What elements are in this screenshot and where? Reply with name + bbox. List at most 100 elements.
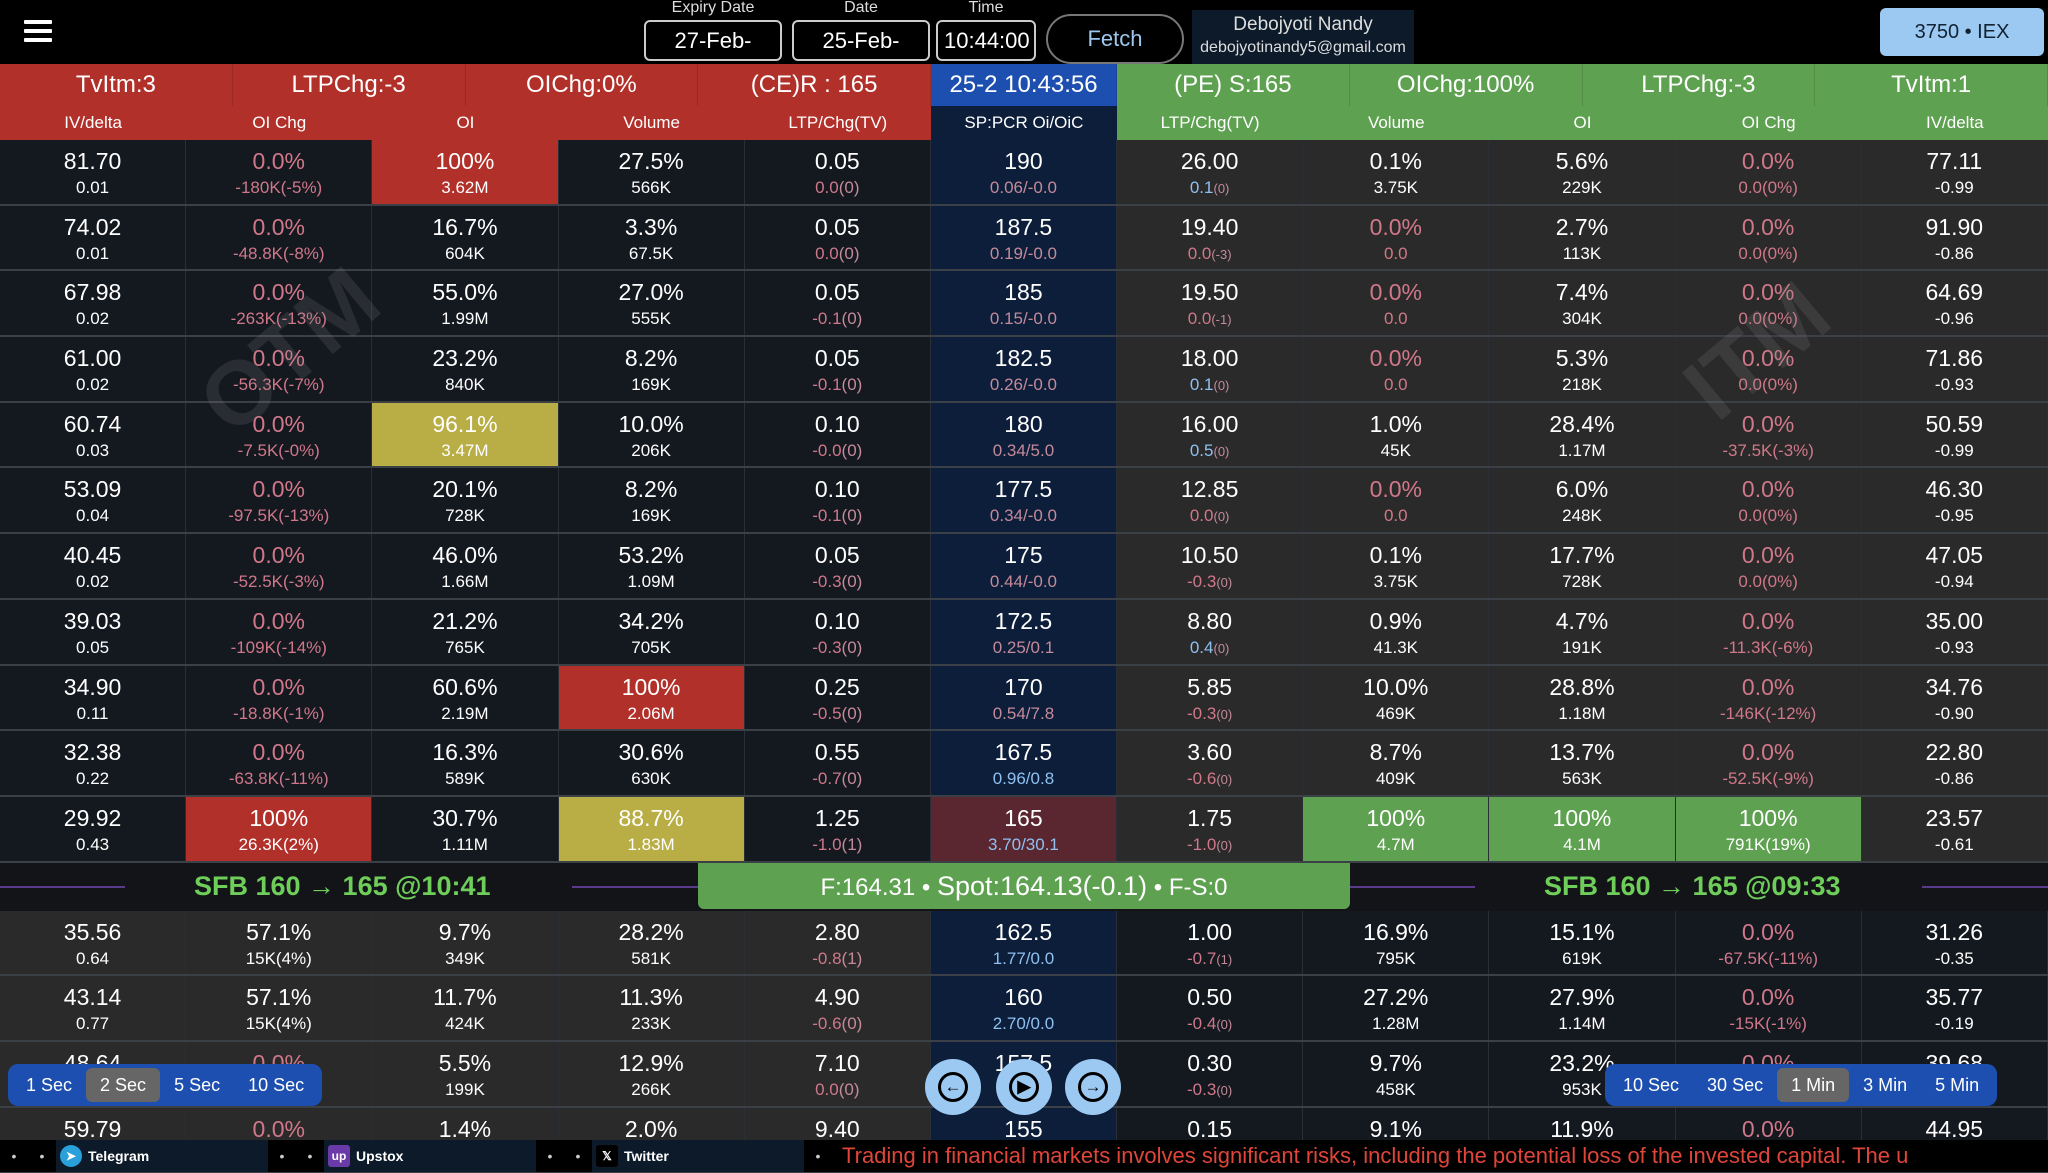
pe-volume-cell[interactable]: 0.0% 0.0 (1303, 205, 1490, 270)
interval-10-sec[interactable]: 10 Sec (1623, 1075, 1680, 1095)
pe-oi-chg-cell[interactable]: 100% 791K(19%) (1675, 796, 1862, 861)
pe-iv-delta-cell[interactable]: 46.30 -0.95 (1861, 468, 2048, 533)
pe-volume-cell[interactable]: 1.0% 45K (1303, 402, 1490, 467)
strike-cell[interactable]: 175 0.44/-0.0 (930, 534, 1118, 598)
ce-volume-cell[interactable]: 88.7% 1.83M (558, 796, 745, 861)
ce-volume-cell[interactable]: 8.2% 169K (558, 468, 745, 533)
pe-volume-cell[interactable]: 100% 4.7M (1303, 796, 1490, 861)
ce-ltp-cell[interactable]: 2.80 -0.8(1) (744, 910, 931, 975)
strike-cell[interactable]: 185 0.15/-0.0 (930, 271, 1118, 336)
ce-volume-cell[interactable]: 8.2% 169K (558, 337, 745, 401)
pe-oi-chg-cell[interactable]: 0.0% 0.0(0%) (1675, 337, 1862, 401)
ce-ltp-cell[interactable]: 7.10 0.0(0) (744, 1041, 931, 1106)
pe-iv-delta-cell[interactable]: 47.05 -0.94 (1861, 534, 2048, 598)
ce-oi-chg-cell[interactable]: 0.0% -109K(-14%) (186, 599, 373, 664)
ce-oi-cell[interactable]: 21.2% 765K (372, 599, 559, 664)
ce-volume-cell[interactable]: 12.9% 266K (558, 1041, 745, 1106)
strike-cell[interactable]: 182.5 0.26/-0.0 (930, 337, 1118, 401)
interval-30-sec[interactable]: 30 Sec (1707, 1075, 1764, 1095)
pe-ltp-cell[interactable]: 1.75 -1.0(0) (1117, 796, 1304, 861)
pe-volume-cell[interactable]: 0.1% 3.75K (1303, 534, 1490, 598)
ce-oi-cell[interactable]: 96.1% 3.47M (372, 402, 559, 467)
ce-iv-delta-cell[interactable]: 34.90 0.11 (0, 665, 187, 730)
ce-volume-cell[interactable]: 11.3% 233K (558, 976, 745, 1040)
hamburger-menu-icon[interactable] (24, 20, 52, 42)
pe-oi-chg-cell[interactable]: 0.0% -67.5K(-11%) (1675, 910, 1862, 975)
interval-1-min[interactable]: 1 Min (1777, 1068, 1850, 1102)
ce-oi-cell[interactable]: 11.7% 424K (372, 976, 559, 1040)
ce-ltp-cell[interactable]: 0.55 -0.7(0) (744, 731, 931, 795)
pe-iv-delta-cell[interactable]: 23.57 -0.61 (1861, 796, 2048, 861)
ce-iv-delta-cell[interactable]: 67.98 0.02 (0, 271, 187, 336)
pe-oi-chg-cell[interactable]: 0.0% 0.0(0%) (1675, 140, 1862, 204)
interval-1-sec[interactable]: 1 Sec (26, 1075, 73, 1095)
pe-ltp-cell[interactable]: 19.40 0.0(-3) (1117, 205, 1304, 270)
ce-volume-cell[interactable]: 100% 2.06M (558, 665, 745, 730)
strike-cell[interactable]: 170 0.54/7.8 (930, 665, 1118, 730)
exchange-badge-button[interactable]: 3750 • IEX (1880, 8, 2044, 56)
pe-volume-cell[interactable]: 0.0% 0.0 (1303, 337, 1490, 401)
ce-oi-cell[interactable]: 100% 3.62M (372, 140, 559, 204)
twitter-link[interactable]: 𝕏 Twitter (592, 1140, 804, 1172)
interval-5-min[interactable]: 5 Min (1935, 1075, 1980, 1095)
ce-ltp-cell[interactable]: 0.05 -0.1(0) (744, 337, 931, 401)
ce-iv-delta-cell[interactable]: 43.14 0.77 (0, 976, 187, 1040)
ce-oi-cell[interactable]: 30.7% 1.11M (372, 796, 559, 861)
ce-oi-chg-cell[interactable]: 0.0% -18.8K(-1%) (186, 665, 373, 730)
date-field[interactable]: Date 25-Feb-2025 (792, 0, 930, 90)
pe-volume-cell[interactable]: 9.7% 458K (1303, 1041, 1490, 1106)
next-button[interactable]: → (1065, 1059, 1121, 1115)
pe-iv-delta-cell[interactable]: 34.76 -0.90 (1861, 665, 2048, 730)
pe-volume-cell[interactable]: 0.9% 41.3K (1303, 599, 1490, 664)
ce-iv-delta-cell[interactable]: 60.74 0.03 (0, 402, 187, 467)
ce-ltp-cell[interactable]: 0.05 0.0(0) (744, 205, 931, 270)
prev-button[interactable]: ← (925, 1059, 981, 1115)
pe-oi-chg-cell[interactable]: 0.0% 0.0(0%) (1675, 534, 1862, 598)
strike-cell[interactable]: 165 3.70/30.1 (930, 796, 1118, 861)
interval-2-sec[interactable]: 2 Sec (86, 1068, 161, 1102)
pe-iv-delta-cell[interactable]: 35.00 -0.93 (1861, 599, 2048, 664)
ce-oi-chg-cell[interactable]: 0.0% -7.5K(-0%) (186, 402, 373, 467)
ce-ltp-cell[interactable]: 4.90 -0.6(0) (744, 976, 931, 1040)
pe-iv-delta-cell[interactable]: 50.59 -0.99 (1861, 402, 2048, 467)
ce-oi-chg-cell[interactable]: 0.0% -52.5K(-3%) (186, 534, 373, 598)
interval-5-sec[interactable]: 5 Sec (174, 1075, 221, 1095)
strike-cell[interactable]: 190 0.06/-0.0 (930, 140, 1118, 204)
time-field[interactable]: Time 10:44:00 (936, 0, 1036, 61)
ce-volume-cell[interactable]: 28.2% 581K (558, 910, 745, 975)
pe-iv-delta-cell[interactable]: 77.11 -0.99 (1861, 140, 2048, 204)
pe-iv-delta-cell[interactable]: 91.90 -0.86 (1861, 205, 2048, 270)
expiry-input[interactable]: 27-Feb-2025 (644, 20, 782, 90)
pe-oi-cell[interactable]: 6.0% 248K (1489, 468, 1676, 533)
pe-oi-cell[interactable]: 100% 4.1M (1489, 796, 1676, 861)
ce-oi-chg-cell[interactable]: 57.1% 15K(4%) (186, 910, 373, 975)
ce-ltp-cell[interactable]: 0.10 -0.1(0) (744, 468, 931, 533)
ce-iv-delta-cell[interactable]: 40.45 0.02 (0, 534, 187, 598)
interval-3-min[interactable]: 3 Min (1863, 1075, 1908, 1095)
pe-iv-delta-cell[interactable]: 22.80 -0.86 (1861, 731, 2048, 795)
ce-oi-chg-cell[interactable]: 57.1% 15K(4%) (186, 976, 373, 1040)
pe-ltp-cell[interactable]: 1.00 -0.7(1) (1117, 910, 1304, 975)
ce-oi-cell[interactable]: 23.2% 840K (372, 337, 559, 401)
pe-ltp-cell[interactable]: 0.50 -0.4(0) (1117, 976, 1304, 1040)
ce-oi-chg-cell[interactable]: 0.0% -263K(-13%) (186, 271, 373, 336)
pe-ltp-cell[interactable]: 5.85 -0.3(0) (1117, 665, 1304, 730)
pe-volume-cell[interactable]: 0.1% 3.75K (1303, 140, 1490, 204)
ce-volume-cell[interactable]: 10.0% 206K (558, 402, 745, 467)
pe-volume-cell[interactable]: 16.9% 795K (1303, 910, 1490, 975)
ce-iv-delta-cell[interactable]: 32.38 0.22 (0, 731, 187, 795)
upstox-link[interactable]: up Upstox (324, 1140, 536, 1172)
ce-ltp-cell[interactable]: 0.25 -0.5(0) (744, 665, 931, 730)
ce-oi-cell[interactable]: 55.0% 1.99M (372, 271, 559, 336)
ce-ltp-cell[interactable]: 0.05 -0.3(0) (744, 534, 931, 598)
pe-ltp-cell[interactable]: 26.00 0.1(0) (1117, 140, 1304, 204)
pe-oi-cell[interactable]: 5.3% 218K (1489, 337, 1676, 401)
fetch-button[interactable]: Fetch (1046, 14, 1184, 64)
pe-volume-cell[interactable]: 10.0% 469K (1303, 665, 1490, 730)
ce-iv-delta-cell[interactable]: 35.56 0.64 (0, 910, 187, 975)
ce-iv-delta-cell[interactable]: 39.03 0.05 (0, 599, 187, 664)
strike-cell[interactable]: 167.5 0.96/0.8 (930, 731, 1118, 795)
pe-ltp-cell[interactable]: 16.00 0.5(0) (1117, 402, 1304, 467)
ce-volume-cell[interactable]: 27.5% 566K (558, 140, 745, 204)
ce-oi-cell[interactable]: 60.6% 2.19M (372, 665, 559, 730)
